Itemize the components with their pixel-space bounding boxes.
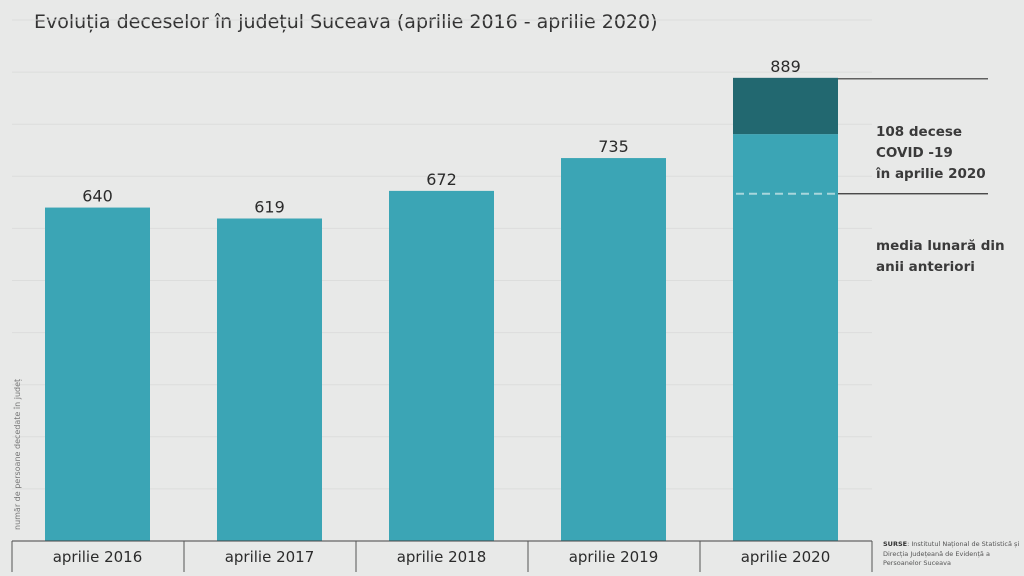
bar-value-label: 735 [598, 137, 629, 156]
sources-note: SURSE: Institutul Național de Statistică… [883, 540, 1023, 569]
mean-annotation-line: media lunară din [876, 238, 1005, 254]
bars [45, 77, 988, 541]
bar-value-label: 672 [426, 170, 457, 189]
bar-value-label: 619 [254, 198, 285, 217]
covid-annotation-line: COVID -19 [876, 145, 953, 161]
chart-title: Evoluția deceselor în județul Suceava (a… [34, 11, 658, 33]
value-labels: 640 619 672 735 889 [82, 57, 801, 217]
covid-annotation-line: în aprilie 2020 [876, 166, 986, 182]
covid-bar-segment [733, 77, 838, 135]
bar [217, 218, 322, 541]
x-tick-label: aprilie 2018 [397, 548, 487, 566]
bar [45, 207, 150, 541]
covid-annotation-line: 108 decese [876, 124, 963, 140]
y-axis-label: număr de persoane decedate în județ [13, 379, 23, 530]
bar [561, 158, 666, 541]
x-tick-label: aprilie 2017 [225, 548, 315, 566]
x-tick-label: aprilie 2020 [741, 548, 831, 566]
x-axis: aprilie 2016 aprilie 2017 aprilie 2018 apri… [11, 540, 873, 572]
bar [389, 190, 494, 541]
mean-annotation-line: anii anteriori [876, 259, 975, 275]
sources-text: : Institutul Național de Statistică și D… [883, 540, 1020, 567]
mean-annotation: media lunară din anii anteriori [876, 236, 1005, 278]
bar-value-label: 889 [770, 57, 801, 76]
bar [733, 134, 838, 541]
sources-label: SURSE [883, 540, 908, 548]
x-tick-label: aprilie 2019 [569, 548, 659, 566]
covid-annotation: 108 decese COVID -19 în aprilie 2020 [876, 122, 986, 185]
x-tick-label: aprilie 2016 [53, 548, 143, 566]
bar-value-label: 640 [82, 187, 113, 206]
